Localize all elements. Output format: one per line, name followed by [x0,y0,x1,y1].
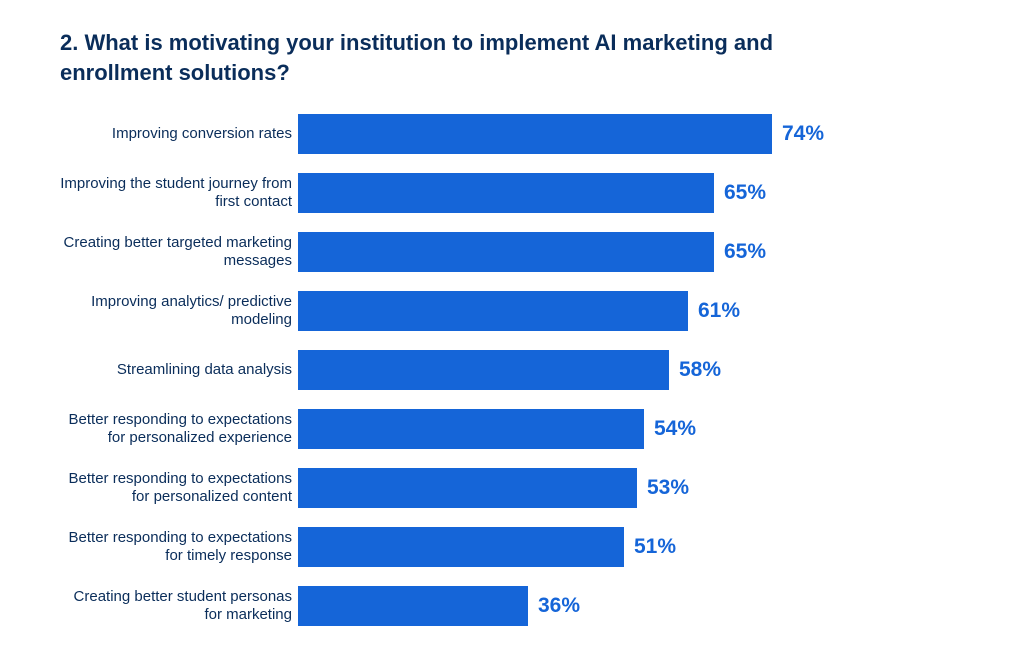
chart-row: Improving conversion rates 74% [60,111,964,157]
row-label: Creating better student personas for mar… [60,588,298,626]
bar-track: 36% [298,586,964,626]
row-label: Streamlining data analysis [60,361,298,380]
chart-row: Creating better targeted marketing messa… [60,229,964,275]
bar-track: 58% [298,350,964,390]
row-label: Better responding to expectations for ti… [60,529,298,567]
bar-value: 36% [538,594,580,618]
row-label: Better responding to expectations for pe… [60,411,298,449]
bar [298,527,624,567]
chart-row: Better responding to expectations for pe… [60,465,964,511]
bar [298,350,669,390]
bar [298,409,644,449]
row-label: Improving analytics/ predictive modeling [60,293,298,331]
bar-value: 51% [634,535,676,559]
bar-chart: 2. What is motivating your institution t… [0,0,1024,669]
bar-track: 54% [298,409,964,449]
chart-row: Creating better student personas for mar… [60,583,964,629]
bar [298,291,688,331]
row-label: Better responding to expectations for pe… [60,470,298,508]
chart-row: Streamlining data analysis 58% [60,347,964,393]
row-label: Creating better targeted marketing messa… [60,234,298,272]
bar-track: 61% [298,291,964,331]
bar-track: 65% [298,173,964,213]
bar [298,232,714,272]
chart-row: Improving the student journey from first… [60,170,964,216]
bar-value: 61% [698,299,740,323]
bar-value: 65% [724,240,766,264]
chart-row: Better responding to expectations for pe… [60,406,964,452]
bar [298,173,714,213]
bar-track: 74% [298,114,964,154]
bar [298,586,528,626]
bar-value: 54% [654,417,696,441]
row-label: Improving the student journey from first… [60,175,298,213]
bar-value: 53% [647,476,689,500]
bar-track: 53% [298,468,964,508]
bar-value: 74% [782,122,824,146]
bar-value: 58% [679,358,721,382]
bar [298,114,772,154]
row-label: Improving conversion rates [60,125,298,144]
chart-row: Better responding to expectations for ti… [60,524,964,570]
bar-track: 51% [298,527,964,567]
bar [298,468,637,508]
chart-row: Improving analytics/ predictive modeling… [60,288,964,334]
bar-track: 65% [298,232,964,272]
chart-title: 2. What is motivating your institution t… [60,28,880,87]
chart-rows: Improving conversion rates 74% Improving t… [60,111,964,629]
bar-value: 65% [724,181,766,205]
